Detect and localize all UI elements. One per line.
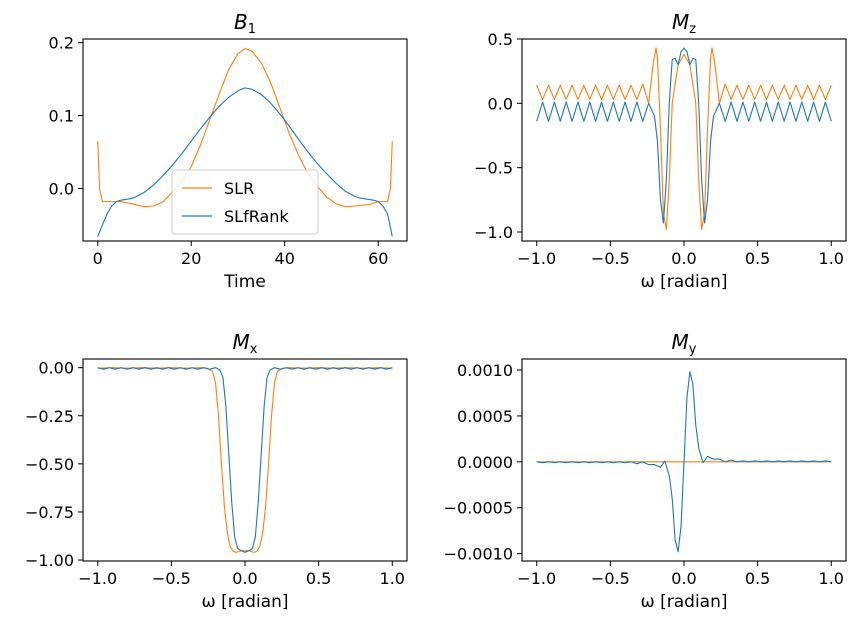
series-line-slr — [97, 47, 393, 208]
y-tick-label: −0.75 — [25, 503, 74, 522]
x-tick-label: 1.0 — [380, 569, 405, 588]
y-tick-label: 0.00 — [38, 359, 74, 378]
chart-title: Mz — [672, 10, 696, 37]
x-tick-label: 0.5 — [745, 569, 770, 588]
series-line-slr — [97, 367, 393, 553]
panel-Mx: Mx −1.0 −0.5 0.0 0.5 1.0 0.00 −0.25 −0.50 −0.75 −1… — [25, 330, 408, 612]
y-tick-label: 0.1 — [49, 107, 74, 126]
y-tick-label: 0.0000 — [457, 453, 513, 472]
chart-title: My — [672, 330, 697, 357]
series-line-slfrank — [97, 87, 393, 237]
x-tick-label: 1.0 — [819, 249, 844, 268]
panel-B1: B1 0 20 40 60 0.0 0.1 0.2 Time SLR SLfRank — [49, 10, 408, 292]
x-tick-label: 1.0 — [819, 569, 844, 588]
plot-frame — [82, 38, 408, 242]
y-tick-label: 0.0 — [488, 94, 513, 113]
x-tick-label: 0.5 — [306, 569, 331, 588]
y-tick-label: 0.0010 — [457, 361, 513, 380]
series-line-slfrank — [536, 47, 832, 224]
x-axis-label: ω [radian] — [201, 592, 288, 612]
x-axis-label: ω [radian] — [640, 592, 727, 612]
y-tick-label: −1.0 — [474, 223, 513, 242]
legend: SLR SLfRank — [171, 169, 319, 235]
x-tick-label: 0.0 — [671, 249, 696, 268]
panel-Mz: Mz −1.0 −0.5 0.0 0.5 1.0 −1.0 −0.5 0.0 0.5 ω [radi… — [474, 10, 847, 292]
series-line-slfrank — [97, 367, 393, 553]
y-tick-label: −0.0005 — [444, 499, 513, 518]
y-tick-label: −0.0010 — [444, 545, 513, 564]
y-tick-label: 0.0 — [49, 179, 74, 198]
plot-frame — [82, 358, 408, 562]
x-axis-label: ω [radian] — [640, 272, 727, 292]
x-tick-label: 40 — [275, 249, 295, 268]
y-tick-label: 0.0005 — [457, 407, 513, 426]
x-tick-label: 20 — [181, 249, 201, 268]
x-tick-label: −1.0 — [517, 249, 556, 268]
chart-title: Mx — [233, 330, 258, 357]
y-tick-label: −1.00 — [25, 551, 74, 570]
x-tick-label: 0 — [93, 249, 103, 268]
plot-frame — [521, 38, 847, 242]
x-tick-label: 0.0 — [671, 569, 696, 588]
series-line-slfrank — [536, 371, 832, 553]
legend-label-slfrank: SLfRank — [224, 207, 289, 226]
x-tick-label: −1.0 — [517, 569, 556, 588]
legend-box — [171, 169, 319, 235]
x-axis-label: Time — [223, 272, 266, 292]
legend-label-slr: SLR — [224, 179, 254, 198]
y-tick-label: −0.25 — [25, 407, 74, 426]
y-tick-label: 0.2 — [49, 34, 74, 53]
x-tick-label: −0.5 — [591, 249, 630, 268]
y-tick-label: 0.5 — [488, 30, 513, 49]
x-tick-label: −0.5 — [152, 569, 191, 588]
chart-title: B1 — [234, 10, 256, 37]
y-tick-label: −0.50 — [25, 455, 74, 474]
x-tick-label: 0.0 — [232, 569, 257, 588]
panel-My: My −1.0 −0.5 0.0 0.5 1.0 0.0010 0.0005 0.0000 −0.… — [444, 330, 847, 612]
x-tick-label: −0.5 — [591, 569, 630, 588]
series-line-slr — [536, 47, 832, 230]
x-tick-label: 0.5 — [745, 249, 770, 268]
x-tick-label: 60 — [368, 249, 388, 268]
y-tick-label: −0.5 — [474, 159, 513, 178]
x-tick-label: −1.0 — [78, 569, 117, 588]
